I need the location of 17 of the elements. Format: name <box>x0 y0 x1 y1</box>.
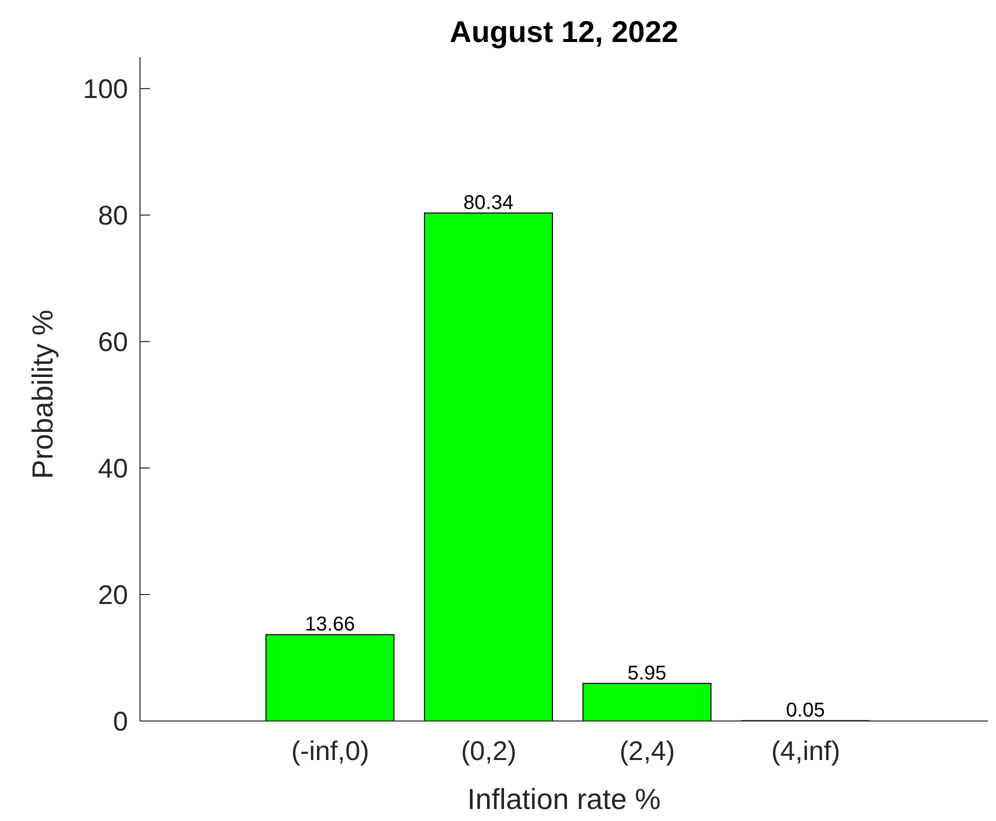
data-label: 5.95 <box>627 662 666 684</box>
y-axis-title: Probability % <box>27 310 60 479</box>
x-tick-label: (-inf,0) <box>291 736 370 766</box>
x-tick-label: (2,4) <box>619 736 675 766</box>
x-axis-title: Inflation rate % <box>467 784 661 816</box>
y-tick-label: 100 <box>82 74 128 104</box>
y-tick-label: 60 <box>98 327 128 358</box>
data-label: 80.34 <box>463 192 514 214</box>
y-tick-label: 40 <box>98 454 128 484</box>
x-tick-label: (0,2) <box>460 736 516 766</box>
y-tick-label: 20 <box>98 580 128 610</box>
y-tick-label: 80 <box>98 200 128 231</box>
data-label: 0.05 <box>786 700 825 722</box>
x-tick-label: (4,inf) <box>771 736 840 766</box>
y-tick-label: 0 <box>112 706 128 737</box>
chart-title: August 12, 2022 <box>448 16 680 50</box>
data-label: 13.66 <box>304 614 355 636</box>
